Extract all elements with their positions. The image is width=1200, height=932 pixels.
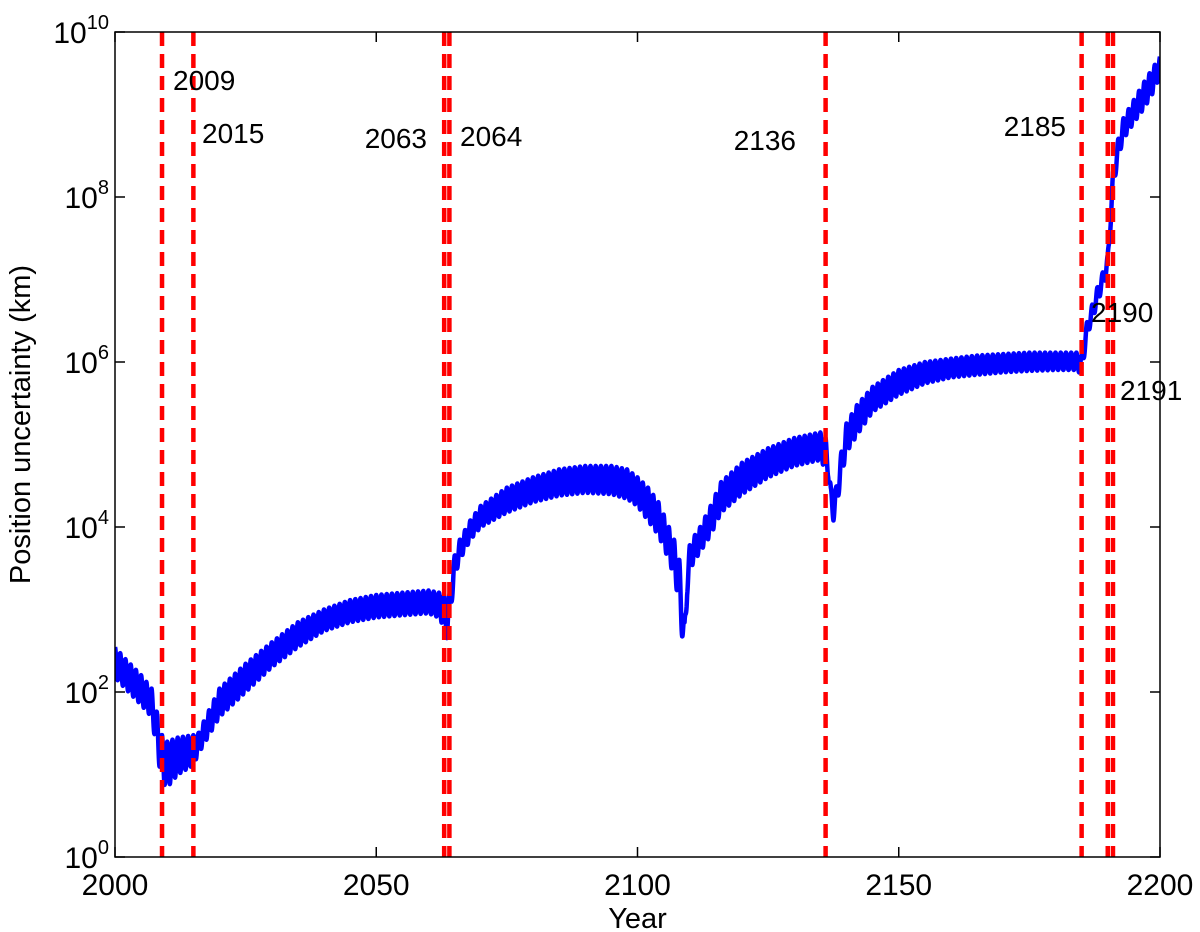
x-axis-title: Year [608,903,667,932]
x-tick-label: 2000 [82,869,149,902]
event-label-2190: 2190 [1091,297,1153,328]
y-tick-label: 1010 [53,12,109,50]
plot-frame [114,31,1161,858]
event-label-2064: 2064 [460,121,522,152]
y-tick-label: 108 [65,177,110,215]
x-tick-label: 2200 [1127,869,1194,902]
x-tick-label: 2050 [343,869,410,902]
event-label-2185: 2185 [1004,111,1066,142]
series-line-0 [115,55,1160,788]
y-tick-label: 106 [65,342,110,380]
y-axis-title: Position uncertainty (km) [5,265,37,584]
event-label-2015: 2015 [202,118,264,149]
y-tick-label: 102 [65,672,110,710]
event-label-2009: 2009 [173,65,235,96]
y-tick-label: 100 [65,837,110,875]
event-label-2136: 2136 [734,125,796,156]
x-tick-label: 2100 [604,869,671,902]
x-tick-label: 2150 [865,869,932,902]
y-tick-label: 104 [65,507,110,545]
event-label-2191: 2191 [1120,375,1182,406]
event-label-2063: 2063 [365,123,427,154]
